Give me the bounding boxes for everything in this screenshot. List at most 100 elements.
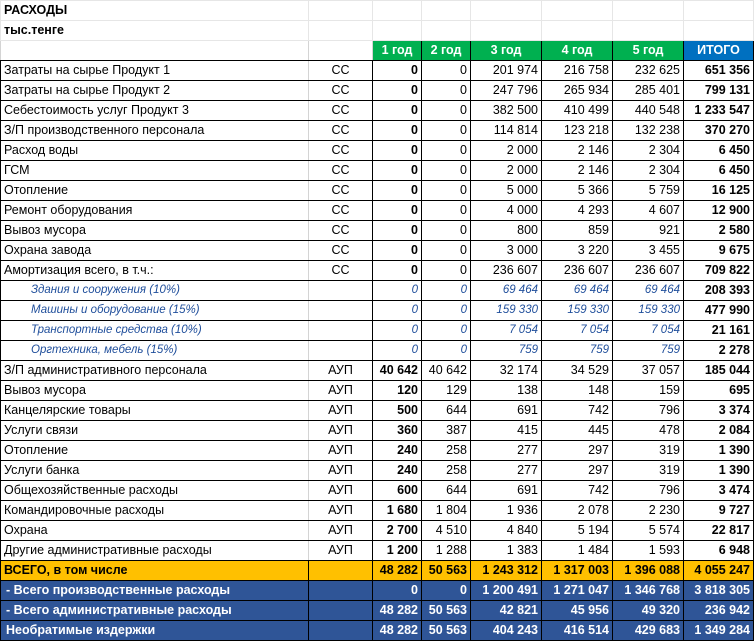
row-year-1-cell[interactable]: 0: [372, 100, 422, 121]
header-year-1[interactable]: 1 год: [372, 40, 422, 61]
row-year-3-cell[interactable]: 4 000: [470, 200, 542, 221]
row-label[interactable]: ГСМ: [0, 160, 309, 181]
row-total-cell[interactable]: 1 390: [683, 460, 754, 481]
row-year-3-cell[interactable]: 201 974: [470, 60, 542, 81]
row-year-1-cell[interactable]: 0: [372, 60, 422, 81]
row-year-2-cell[interactable]: 129: [421, 380, 471, 401]
row-year-4-cell[interactable]: 1 317 003: [541, 560, 613, 581]
row-total-cell[interactable]: 3 374: [683, 400, 754, 421]
row-year-4-cell[interactable]: 4 293: [541, 200, 613, 221]
row-year-3-cell[interactable]: 69 464: [470, 280, 542, 301]
row-year-1-cell[interactable]: 0: [372, 140, 422, 161]
row-year-1-cell[interactable]: 240: [372, 440, 422, 461]
row-year-3-cell[interactable]: 2 000: [470, 140, 542, 161]
row-year-4-cell[interactable]: 445: [541, 420, 613, 441]
row-total-cell[interactable]: 2 580: [683, 220, 754, 241]
row-cost-type[interactable]: СС: [308, 140, 373, 161]
row-total-cell[interactable]: 236 942: [683, 600, 754, 621]
row-cost-type[interactable]: АУП: [308, 440, 373, 461]
row-label[interactable]: Услуги связи: [0, 420, 309, 441]
row-total-cell[interactable]: 709 822: [683, 260, 754, 281]
row-cost-type[interactable]: [308, 280, 373, 301]
row-year-3-cell[interactable]: 691: [470, 480, 542, 501]
row-year-1-cell[interactable]: 1 200: [372, 540, 422, 561]
row-year-4-cell[interactable]: 297: [541, 460, 613, 481]
row-year-3-cell[interactable]: 1 936: [470, 500, 542, 521]
row-year-1-cell[interactable]: 2 700: [372, 520, 422, 541]
row-total-cell[interactable]: 16 125: [683, 180, 754, 201]
row-year-2-cell[interactable]: 50 563: [421, 560, 471, 581]
row-year-5-cell[interactable]: 49 320: [612, 600, 684, 621]
row-year-1-cell[interactable]: 1 680: [372, 500, 422, 521]
row-year-5-cell[interactable]: 7 054: [612, 320, 684, 341]
row-year-5-cell[interactable]: 69 464: [612, 280, 684, 301]
row-year-3-cell[interactable]: 2 000: [470, 160, 542, 181]
row-year-2-cell[interactable]: 50 563: [421, 600, 471, 621]
row-year-2-cell[interactable]: 0: [421, 260, 471, 281]
row-year-4-cell[interactable]: 5 366: [541, 180, 613, 201]
row-year-4-cell[interactable]: 297: [541, 440, 613, 461]
row-year-5-cell[interactable]: 2 304: [612, 160, 684, 181]
row-total-cell[interactable]: 208 393: [683, 280, 754, 301]
row-cost-type[interactable]: СС: [308, 240, 373, 261]
row-cost-type[interactable]: СС: [308, 60, 373, 81]
row-total-cell[interactable]: 2 084: [683, 420, 754, 441]
row-year-1-cell[interactable]: 0: [372, 280, 422, 301]
row-year-3-cell[interactable]: 159 330: [470, 300, 542, 321]
row-cost-type[interactable]: СС: [308, 180, 373, 201]
row-year-2-cell[interactable]: 258: [421, 460, 471, 481]
row-year-5-cell[interactable]: 1 593: [612, 540, 684, 561]
header-year-3[interactable]: 3 год: [470, 40, 542, 61]
row-total-cell[interactable]: 9 727: [683, 500, 754, 521]
row-year-4-cell[interactable]: 410 499: [541, 100, 613, 121]
row-year-1-cell[interactable]: 48 282: [372, 620, 422, 641]
row-year-4-cell[interactable]: 45 956: [541, 600, 613, 621]
row-year-4-cell[interactable]: 69 464: [541, 280, 613, 301]
row-year-1-cell[interactable]: 120: [372, 380, 422, 401]
row-year-1-cell[interactable]: 600: [372, 480, 422, 501]
row-cost-type[interactable]: АУП: [308, 420, 373, 441]
row-year-1-cell[interactable]: 240: [372, 460, 422, 481]
row-year-4-cell[interactable]: 1 484: [541, 540, 613, 561]
row-year-3-cell[interactable]: 247 796: [470, 80, 542, 101]
row-total-cell[interactable]: 6 948: [683, 540, 754, 561]
row-total-cell[interactable]: 6 450: [683, 160, 754, 181]
row-year-3-cell[interactable]: 1 200 491: [470, 580, 542, 601]
row-year-3-cell[interactable]: 138: [470, 380, 542, 401]
row-total-cell[interactable]: 477 990: [683, 300, 754, 321]
row-label[interactable]: Амортизация всего, в т.ч.:: [0, 260, 309, 281]
row-label[interactable]: Охрана: [0, 520, 309, 541]
row-label[interactable]: Необратимые издержки: [0, 620, 309, 641]
row-label[interactable]: Себестоимость услуг Продукт 3: [0, 100, 309, 121]
row-year-1-cell[interactable]: 0: [372, 340, 422, 361]
row-year-2-cell[interactable]: 0: [421, 100, 471, 121]
row-year-1-cell[interactable]: 0: [372, 200, 422, 221]
row-label[interactable]: Ремонт оборудования: [0, 200, 309, 221]
header-year-4[interactable]: 4 год: [541, 40, 613, 61]
row-year-2-cell[interactable]: 0: [421, 160, 471, 181]
row-label[interactable]: Вывоз мусора: [0, 380, 309, 401]
row-year-5-cell[interactable]: 796: [612, 400, 684, 421]
header-total[interactable]: ИТОГО: [683, 40, 754, 61]
row-total-cell[interactable]: 21 161: [683, 320, 754, 341]
row-year-5-cell[interactable]: 1 396 088: [612, 560, 684, 581]
row-label[interactable]: - Всего производственные расходы: [0, 580, 309, 601]
row-year-2-cell[interactable]: 0: [421, 200, 471, 221]
row-cost-type[interactable]: [308, 580, 373, 601]
row-cost-type[interactable]: СС: [308, 80, 373, 101]
row-year-4-cell[interactable]: 2 078: [541, 500, 613, 521]
row-year-3-cell[interactable]: 404 243: [470, 620, 542, 641]
row-year-4-cell[interactable]: 159 330: [541, 300, 613, 321]
row-total-cell[interactable]: 2 278: [683, 340, 754, 361]
row-label[interactable]: Командировочные расходы: [0, 500, 309, 521]
row-cost-type[interactable]: АУП: [308, 520, 373, 541]
row-year-3-cell[interactable]: 42 821: [470, 600, 542, 621]
row-year-2-cell[interactable]: 387: [421, 420, 471, 441]
row-label[interactable]: Вывоз мусора: [0, 220, 309, 241]
row-year-3-cell[interactable]: 759: [470, 340, 542, 361]
row-year-5-cell[interactable]: 2 230: [612, 500, 684, 521]
row-year-2-cell[interactable]: 4 510: [421, 520, 471, 541]
row-total-cell[interactable]: 3 818 305: [683, 580, 754, 601]
row-year-5-cell[interactable]: 285 401: [612, 80, 684, 101]
row-total-cell[interactable]: 12 900: [683, 200, 754, 221]
